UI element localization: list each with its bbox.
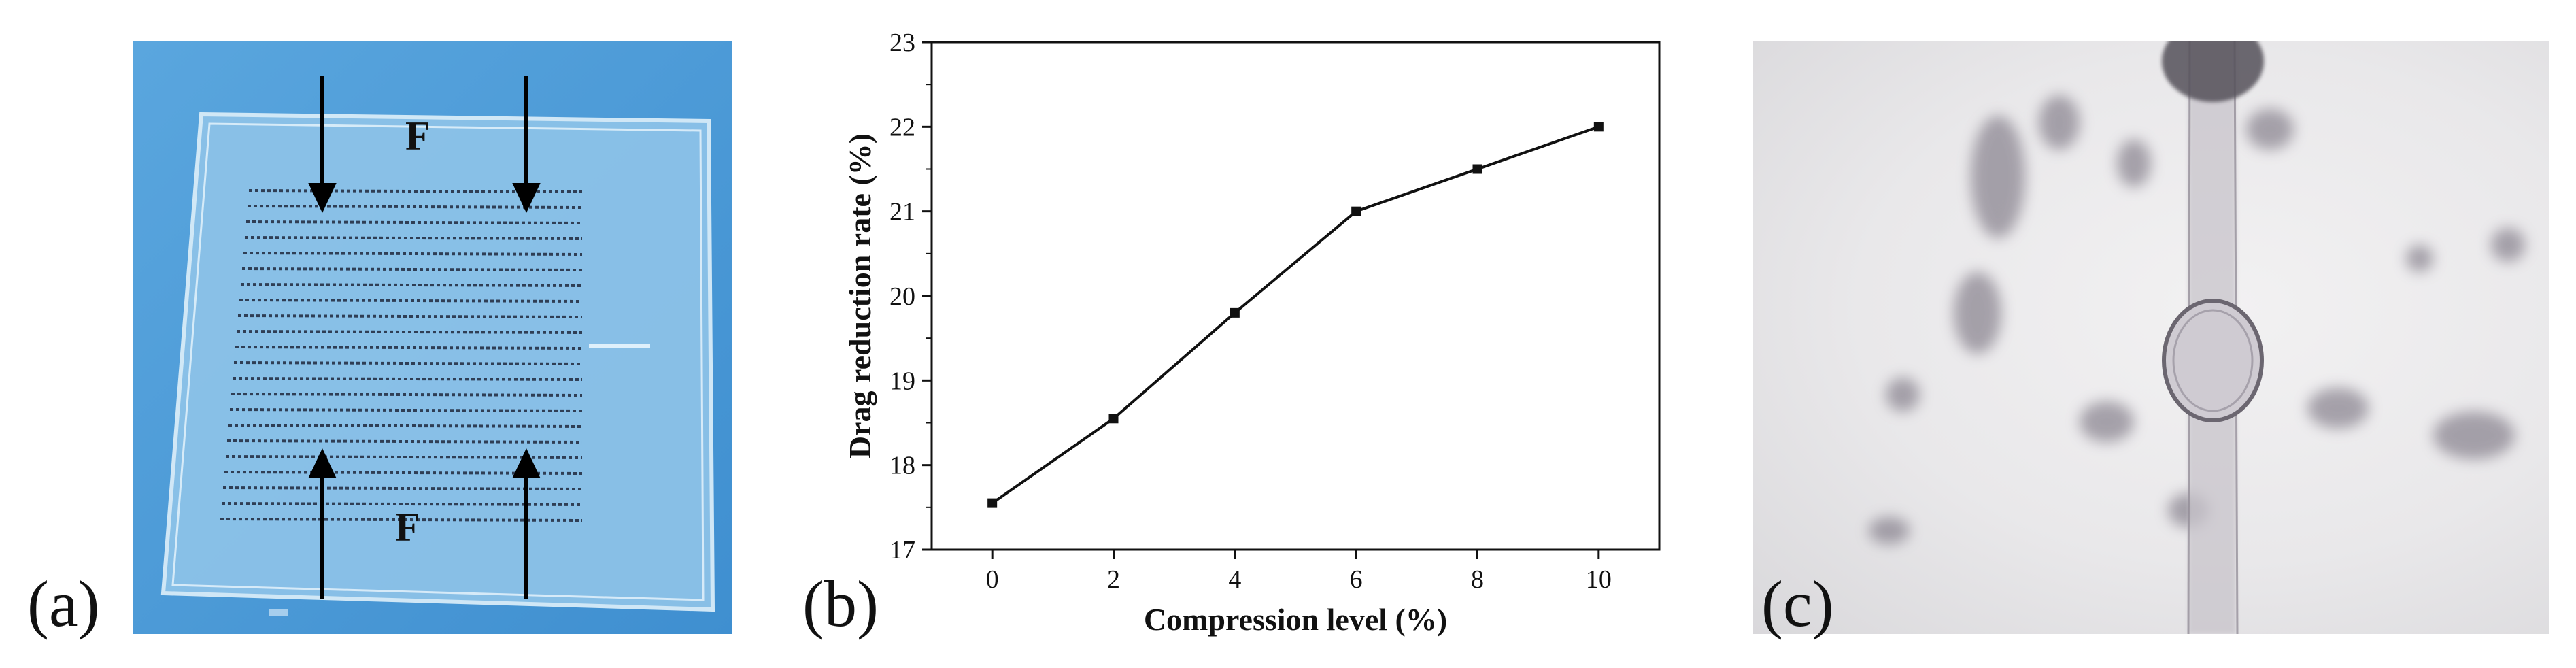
microscope-image bbox=[1753, 41, 2549, 634]
y-tick-label: 18 bbox=[889, 452, 915, 480]
y-tick-label: 22 bbox=[889, 113, 915, 141]
series-line bbox=[992, 125, 1599, 505]
force-label-bottom: F bbox=[395, 505, 420, 550]
panel-label-b: (b) bbox=[802, 567, 879, 640]
x-tick-label: 10 bbox=[1586, 565, 1612, 594]
arrow-up-icon bbox=[308, 448, 337, 599]
chart-axes bbox=[930, 41, 1661, 551]
chart-tick-labels: 0 2 4 6 8 10 17 18 19 20 21 22 23 bbox=[889, 29, 1612, 594]
y-tick-label: 17 bbox=[889, 536, 915, 565]
y-tick-label: 20 bbox=[889, 282, 915, 311]
data-point bbox=[1108, 414, 1119, 424]
drag-reduction-chart: 0 2 4 6 8 10 17 18 19 20 21 22 23 Compression level … bbox=[843, 29, 1661, 637]
arrow-down-icon bbox=[512, 76, 541, 214]
data-point bbox=[987, 498, 998, 508]
bubble bbox=[2162, 299, 2264, 422]
y-tick-label: 21 bbox=[889, 198, 915, 227]
y-tick-label: 23 bbox=[889, 29, 915, 57]
x-axis-title: Compression level (%) bbox=[1144, 602, 1447, 637]
arrow-down-icon bbox=[308, 76, 337, 214]
y-tick-label: 19 bbox=[889, 367, 915, 395]
data-point bbox=[1593, 122, 1604, 132]
data-point bbox=[1230, 307, 1240, 318]
force-label-top: F bbox=[405, 114, 430, 158]
x-tick-label: 6 bbox=[1350, 565, 1363, 594]
glass-plate bbox=[160, 112, 715, 612]
x-tick-label: 8 bbox=[1471, 565, 1484, 594]
dark-specks bbox=[1869, 95, 2525, 544]
y-axis-title: Drag reduction rate (%) bbox=[843, 133, 877, 458]
series-markers bbox=[987, 122, 1604, 508]
plot-frame bbox=[930, 41, 1661, 551]
microscope-illustration bbox=[1869, 41, 2525, 634]
x-tick-label: 4 bbox=[1228, 565, 1241, 594]
panel-label-a: (a) bbox=[27, 567, 100, 640]
panel-label-c: (c) bbox=[1761, 567, 1834, 640]
chip-photo: F F bbox=[133, 41, 732, 634]
x-tick-label: 2 bbox=[1107, 565, 1120, 594]
bubble-top bbox=[2162, 41, 2264, 102]
chart-ticks bbox=[922, 41, 1600, 559]
chip-illustration: F F bbox=[133, 41, 732, 634]
data-point bbox=[1351, 206, 1361, 216]
microchannel-array bbox=[220, 189, 583, 522]
arrow-up-icon bbox=[512, 448, 541, 599]
x-tick-label: 0 bbox=[986, 565, 999, 594]
data-point bbox=[1472, 164, 1482, 174]
